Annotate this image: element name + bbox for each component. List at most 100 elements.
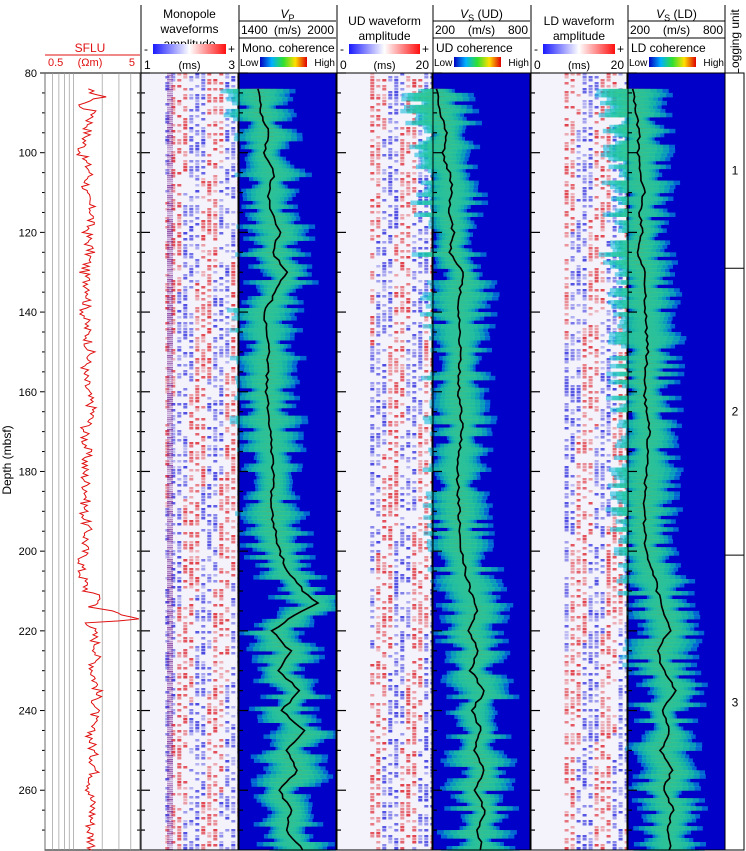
waveform-cell: [207, 190, 212, 193]
waveform-cell: [370, 235, 375, 238]
waveform-first-arrival: [167, 187, 173, 189]
waveform-cell: [424, 370, 429, 373]
waveform-cell: [376, 490, 381, 493]
waveform-cell: [388, 106, 393, 109]
waveform-cell: [195, 583, 200, 586]
waveform-cell: [207, 631, 212, 634]
waveform-cell: [171, 172, 176, 175]
waveform-cell: [225, 775, 230, 778]
waveform-first-arrival: [167, 723, 173, 725]
waveform-cell: [388, 586, 393, 589]
waveform-cell: [424, 508, 429, 511]
waveform-cell: [225, 457, 230, 460]
waveform-cell: [400, 523, 405, 526]
waveform-cell: [213, 340, 218, 343]
waveform-cell: [201, 592, 206, 595]
waveform-cell: [424, 679, 429, 682]
waveform-cell: [382, 97, 387, 100]
waveform-cell: [219, 811, 224, 814]
waveform-cell: [213, 280, 218, 283]
waveform-cell: [171, 532, 176, 535]
waveform-cell: [376, 166, 381, 169]
waveform-cell: [207, 505, 212, 508]
waveform-cell: [388, 265, 393, 268]
waveform-cell: [189, 196, 194, 199]
waveform-cell: [376, 241, 381, 244]
waveform-cell: [177, 460, 182, 463]
waveform-cell: [370, 220, 375, 223]
waveform-cell: [189, 136, 194, 139]
waveform-cell: [406, 622, 411, 625]
waveform-cell: [388, 637, 393, 640]
waveform-cell: [394, 76, 399, 79]
waveform-cell: [225, 799, 230, 802]
waveform-cell: [412, 604, 417, 607]
waveform-first-arrival: [167, 279, 173, 281]
waveform-cell: [394, 196, 399, 199]
waveform-cell: [406, 556, 411, 559]
waveform-cell: [183, 325, 188, 328]
waveform-cell: [201, 466, 206, 469]
waveform-cell: [231, 586, 236, 589]
waveform-first-arrival: [167, 171, 173, 173]
waveform-cell: [382, 268, 387, 271]
waveform-cell: [171, 175, 176, 178]
waveform-cell: [207, 409, 212, 412]
waveform-cell: [388, 679, 393, 682]
waveform-cell: [195, 490, 200, 493]
waveform-cell: [165, 733, 170, 736]
waveform-cell: [171, 454, 176, 457]
waveform-cell: [219, 220, 224, 223]
waveform-cell: [183, 811, 188, 814]
waveform-cell: [177, 766, 182, 769]
waveform-cell: [225, 133, 230, 136]
waveform-cell: [382, 571, 387, 574]
waveform-cell: [189, 658, 194, 661]
waveform-cell: [231, 478, 236, 481]
waveform-cell: [382, 664, 387, 667]
waveform-cell: [183, 565, 188, 568]
waveform-cell: [418, 388, 423, 391]
waveform-cell: [189, 721, 194, 724]
waveform-cell: [400, 82, 405, 85]
waveform-first-arrival: [167, 829, 173, 831]
waveform-cell: [171, 466, 176, 469]
waveform-cell: [195, 211, 200, 214]
waveform-cell: [177, 739, 182, 742]
waveform-cell: [189, 115, 194, 118]
waveform-cell: [394, 574, 399, 577]
waveform-cell: [370, 289, 375, 292]
waveform-first-arrival: [167, 611, 173, 613]
sflu-min-label: 0.5: [48, 57, 63, 69]
waveform-cell: [231, 241, 236, 244]
waveform-first-arrival: [167, 225, 173, 227]
waveform-cell: [388, 280, 393, 283]
waveform-cell: [370, 370, 375, 373]
waveform-cell: [370, 88, 375, 91]
waveform-first-arrival: [167, 767, 173, 769]
waveform-cell: [201, 667, 206, 670]
waveform-cell: [418, 646, 423, 649]
sflu-curve: [75, 88, 140, 851]
waveform-cell: [424, 718, 429, 721]
waveform-cell: [219, 208, 224, 211]
waveform-cell: [394, 79, 399, 82]
waveform-cell: [376, 115, 381, 118]
waveform-cell: [177, 730, 182, 733]
waveform-first-arrival: [167, 443, 173, 445]
waveform-first-arrival: [167, 843, 173, 845]
waveform-cell: [201, 718, 206, 721]
waveform-cell: [412, 739, 417, 742]
waveform-cell: [412, 499, 417, 502]
waveform-cell: [207, 283, 212, 286]
waveform-first-arrival: [167, 581, 173, 583]
waveform-cell: [382, 562, 387, 565]
waveform-cell: [225, 634, 230, 637]
waveform-cell: [231, 805, 236, 808]
waveform-cell: [189, 280, 194, 283]
waveform-cell: [382, 757, 387, 760]
waveform-cell: [231, 796, 236, 799]
coherence-band: [262, 670, 295, 676]
waveform-first-arrival: [167, 521, 173, 523]
waveform-cell: [376, 667, 381, 670]
